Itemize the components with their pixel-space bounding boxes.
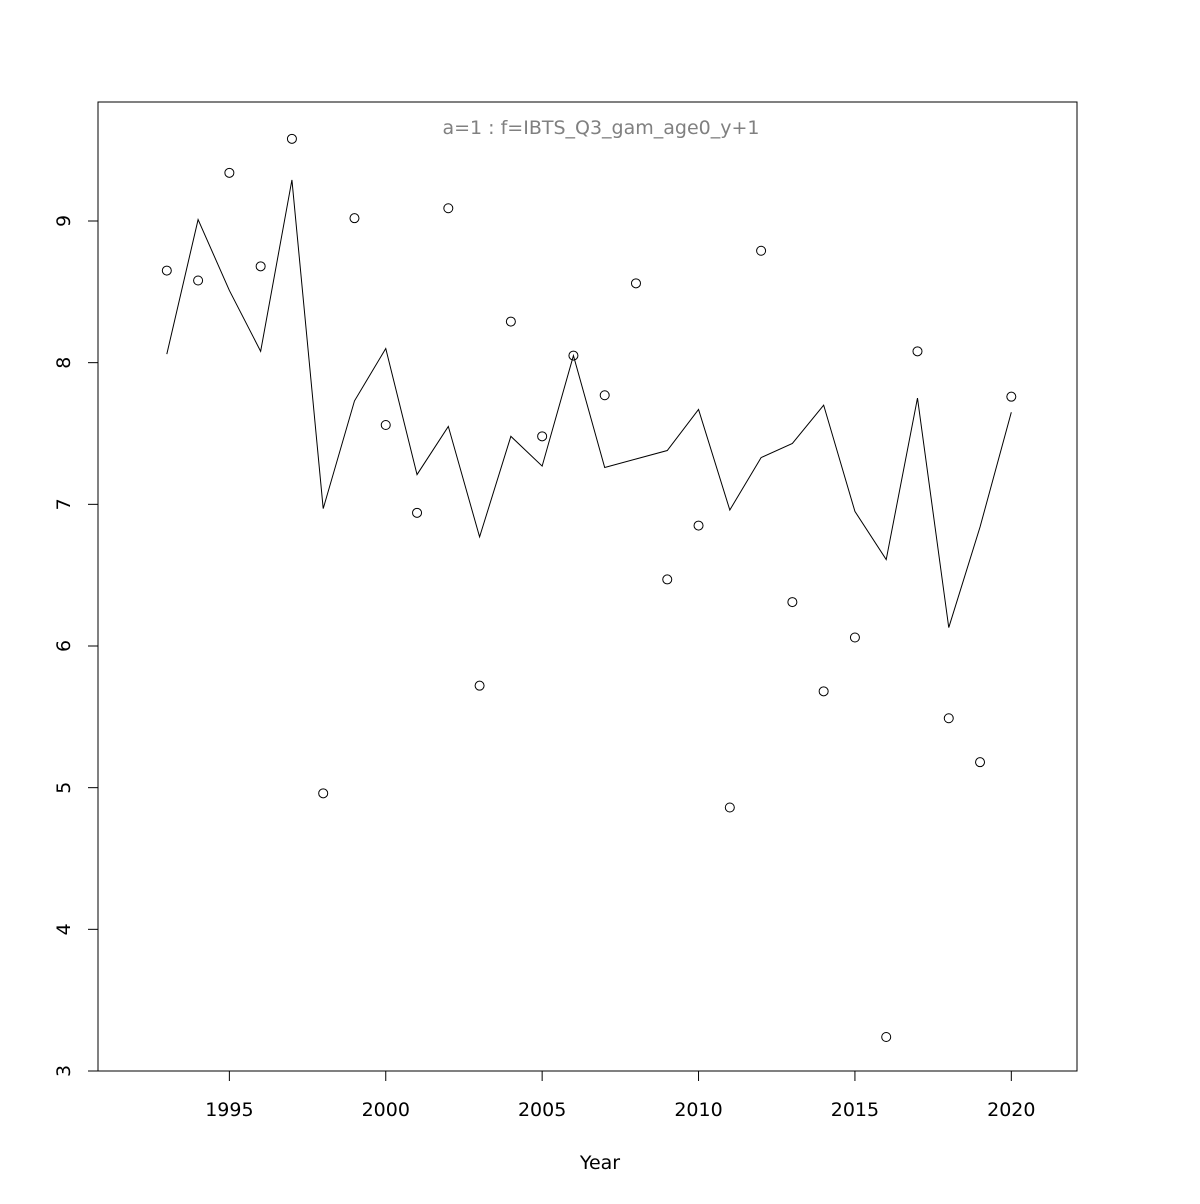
y-tick-label: 7 (53, 498, 75, 510)
y-tick-label: 3 (53, 1065, 75, 1077)
point (474, 680, 485, 691)
point (1006, 391, 1017, 402)
point (286, 133, 297, 144)
y-tick-label: 4 (53, 923, 75, 935)
point (943, 713, 954, 724)
point (975, 757, 986, 768)
x-tick-label: 2020 (987, 1099, 1035, 1121)
point (224, 167, 235, 178)
y-tick-label: 9 (53, 215, 75, 227)
point (724, 802, 735, 813)
y-tick-label: 6 (53, 640, 75, 652)
point (349, 213, 360, 224)
x-tick-label: 2005 (518, 1099, 566, 1121)
x-tick-label: 2000 (362, 1099, 410, 1121)
point (756, 245, 767, 256)
x-axis-label: Year (579, 1152, 620, 1174)
point (693, 520, 704, 531)
point (443, 203, 454, 214)
point (881, 1032, 892, 1042)
point (599, 390, 610, 401)
x-tick-label: 2015 (831, 1099, 879, 1121)
point (537, 431, 548, 442)
plot-frame (97, 101, 1078, 1072)
line (166, 179, 1012, 628)
point (412, 507, 423, 518)
y-tick-label: 8 (53, 357, 75, 369)
point (818, 686, 829, 697)
point (849, 632, 860, 643)
point (255, 261, 266, 272)
point (912, 346, 923, 357)
x-tick-label: 1995 (205, 1099, 253, 1121)
point (505, 316, 516, 327)
point (568, 350, 579, 361)
y-tick-label: 5 (53, 782, 75, 794)
point (662, 574, 673, 585)
point (161, 265, 172, 276)
point (787, 597, 798, 608)
point (318, 788, 329, 799)
point (193, 275, 204, 286)
chart-title: a=1 : f=IBTS_Q3_gam_age0_y+1 (442, 117, 759, 139)
point (630, 278, 641, 289)
point (380, 420, 391, 430)
x-tick-label: 2010 (674, 1099, 722, 1121)
